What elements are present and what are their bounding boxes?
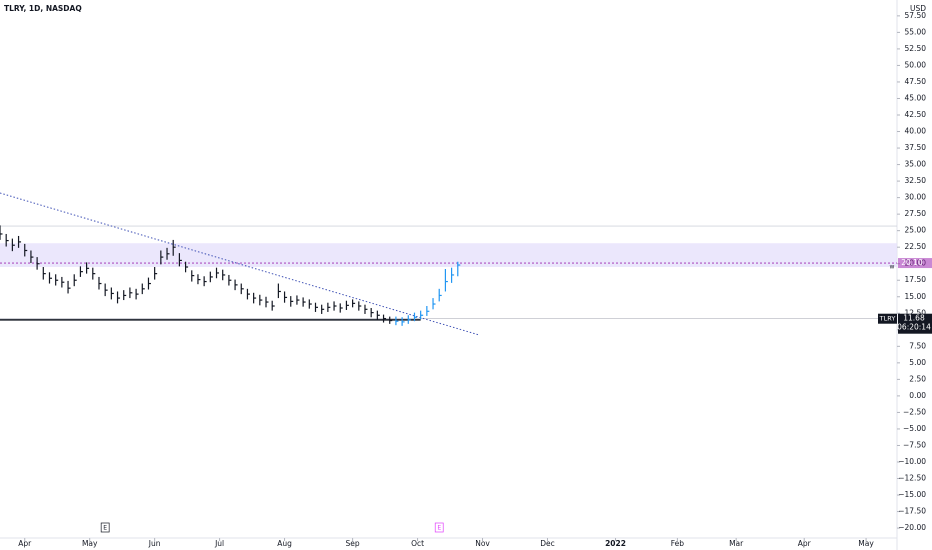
level-label-bg — [898, 258, 932, 269]
x-tick-label: 2022 — [605, 539, 626, 548]
x-tick-label: Dec — [540, 539, 555, 548]
y-tick-label: −12.50 — [898, 474, 926, 483]
y-tick-label: −7.50 — [903, 440, 926, 449]
level-label: 20.10 — [901, 258, 923, 267]
earnings-marker — [434, 522, 444, 533]
ticker-label: TLRY — [879, 315, 896, 323]
y-tick-label: −2.50 — [903, 407, 926, 416]
y-tick-label: 12.50 — [905, 308, 927, 317]
x-tick-label: Jun — [148, 539, 161, 548]
y-tick-label: 40.00 — [905, 127, 927, 136]
y-tick-label: 2.50 — [909, 374, 926, 383]
y-tick-label: 22.50 — [905, 242, 927, 251]
y-tick-label: −15.00 — [898, 490, 926, 499]
y-tick-label: 45.00 — [905, 93, 927, 102]
y-tick-label: −20.00 — [898, 523, 926, 532]
y-tick-label: 27.50 — [905, 209, 927, 218]
y-tick-label: 37.50 — [905, 143, 927, 152]
x-tick-label: Jul — [214, 539, 224, 548]
countdown-label: 06:20:14 — [897, 323, 931, 332]
y-tick-label: 30.00 — [905, 193, 927, 202]
last-price-label: 11.68 — [903, 314, 925, 323]
x-tick-label: Oct — [411, 539, 424, 548]
earnings-label: E — [103, 525, 107, 532]
y-tick-label: 15.00 — [905, 292, 927, 301]
earnings-label: E — [437, 525, 441, 532]
x-tick-label: Nov — [475, 539, 490, 548]
y-tick-label: 42.50 — [905, 110, 927, 119]
x-tick-label: Feb — [671, 539, 685, 548]
x-tick-label: Sep — [346, 539, 360, 548]
y-tick-label: 47.50 — [905, 77, 927, 86]
y-tick-label: 55.00 — [905, 27, 927, 36]
zone — [0, 243, 897, 268]
y-tick-label: 0.00 — [909, 391, 926, 400]
last-price-bg — [898, 313, 932, 334]
y-tick-label: 7.50 — [909, 341, 926, 350]
x-tick-label: May — [858, 539, 874, 548]
chart-title: TLRY, 1D, NASDAQ — [4, 4, 82, 13]
y-tick-label: 52.50 — [905, 44, 927, 53]
x-tick-label: Mar — [729, 539, 744, 548]
y-tick-label: 50.00 — [905, 60, 927, 69]
y-tick-label: 35.00 — [905, 160, 927, 169]
ticker-bg — [878, 313, 897, 324]
y-tick-label: 25.00 — [905, 226, 927, 235]
y-tick-label: 17.50 — [905, 275, 927, 284]
x-tick-label: Apr — [798, 539, 812, 548]
x-tick-label: May — [82, 539, 98, 548]
y-tick-label: 32.50 — [905, 176, 927, 185]
y-tick-label: −5.00 — [903, 424, 926, 433]
y-tick-label: −10.00 — [898, 457, 926, 466]
x-tick-label: Aug — [277, 539, 292, 548]
level-marker: w — [890, 264, 895, 271]
x-tick-label: Apr — [18, 539, 32, 548]
trendline — [0, 192, 480, 336]
y-tick-label: 57.50 — [905, 11, 927, 20]
y-tick-label: 5.00 — [909, 358, 926, 367]
earnings-marker — [100, 522, 110, 533]
currency-label: USD — [910, 4, 926, 13]
y-tick-label: −17.50 — [898, 507, 926, 516]
